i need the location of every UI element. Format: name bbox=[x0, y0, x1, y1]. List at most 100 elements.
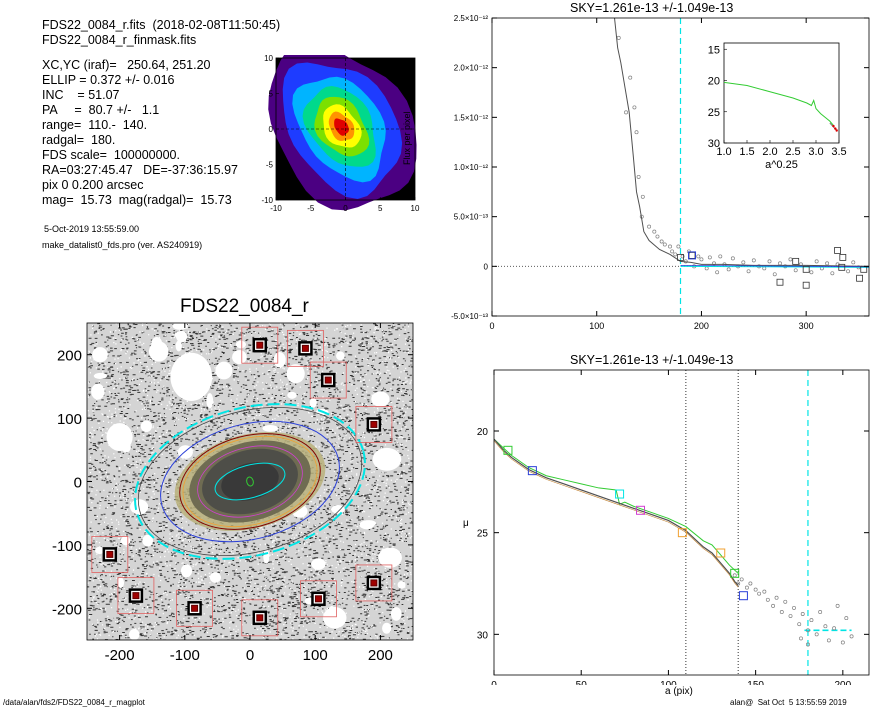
ellipse-magenta bbox=[197, 445, 303, 518]
contour-axes: -10 -5 0 5 10 10 5 0 -5 -10 bbox=[261, 55, 420, 213]
masked-region bbox=[372, 447, 402, 471]
mu-y-tick: 25 bbox=[477, 529, 489, 540]
image-x-tick: 200 bbox=[368, 647, 393, 664]
contour-y-tick: 0 bbox=[269, 125, 274, 134]
mu-xlabel: a (pix) bbox=[665, 686, 693, 697]
masked-region bbox=[215, 361, 233, 380]
masked-hole bbox=[120, 536, 131, 546]
flux-point bbox=[825, 261, 830, 266]
flux-axes: 2.5×10⁻¹² 2.0×10⁻¹² 1.5×10⁻¹² 1.0×10⁻¹² 5.0×… bbox=[451, 14, 870, 331]
mu-plot: 20 25 30 0 50 100 150 200 bbox=[477, 369, 870, 685]
ellipse-center-green bbox=[246, 476, 254, 487]
inset-y-tick: 25 bbox=[708, 107, 720, 119]
flux-title: SKY=1.261e-13 +/-1.049e-13 bbox=[570, 1, 734, 15]
mu-point bbox=[783, 599, 788, 604]
flux-y-tick: 2.5×10⁻¹² bbox=[454, 14, 489, 23]
masked-hole bbox=[311, 558, 326, 570]
mu-x-tick: 150 bbox=[747, 680, 764, 685]
star-mask-box bbox=[300, 580, 337, 618]
ellipse-outer-gray bbox=[137, 406, 363, 557]
masked-region bbox=[286, 364, 305, 384]
mu-box-marker bbox=[503, 445, 513, 455]
mu-point bbox=[788, 614, 793, 618]
mu-title: SKY=1.261e-13 +/-1.049e-13 bbox=[570, 353, 734, 367]
mu-x-tick: 0 bbox=[491, 680, 497, 685]
mu-point bbox=[849, 634, 854, 639]
flux-ylabel: Flux per pixel bbox=[402, 111, 412, 165]
star-mask-box bbox=[241, 599, 279, 637]
masked-hole bbox=[174, 331, 184, 339]
inset-red-point bbox=[834, 127, 837, 130]
star-mask-box bbox=[287, 329, 324, 367]
mu-point bbox=[732, 573, 737, 578]
contour-x-tick: 10 bbox=[411, 204, 420, 213]
contour-x-tick: -5 bbox=[307, 204, 315, 213]
flux-point bbox=[726, 267, 731, 272]
mu-point bbox=[818, 610, 823, 614]
flux-point bbox=[851, 260, 856, 265]
image-x-tick: -200 bbox=[105, 647, 135, 664]
flux-y-tick: 1.5×10⁻¹² bbox=[454, 113, 489, 122]
flux-box-marker bbox=[802, 265, 810, 273]
info-line-radec: RA=03:27:45.47 DE=-37:36:15.97 bbox=[42, 163, 238, 177]
ellipse-range bbox=[179, 433, 321, 530]
masked-hole bbox=[151, 337, 163, 351]
masked-hole bbox=[91, 383, 105, 400]
program-line: make_datalist0_fds.pro (ver. AS240919) bbox=[42, 240, 203, 250]
masked-hole bbox=[142, 534, 154, 547]
star-mask-box bbox=[355, 406, 393, 443]
contour-levels bbox=[268, 55, 417, 211]
mu-x-tick: 200 bbox=[834, 680, 851, 685]
star-mask-box bbox=[355, 564, 393, 602]
mu-y-tick: 30 bbox=[477, 630, 489, 641]
masked-hole bbox=[273, 352, 286, 368]
mu-box-marker bbox=[527, 466, 537, 476]
flux-point bbox=[846, 269, 851, 274]
mu-profile-line-orange bbox=[494, 440, 739, 588]
info-line-scale: FDS scale= 100000000. bbox=[42, 148, 180, 162]
flux-point bbox=[616, 35, 621, 40]
contour-y-tick: 10 bbox=[264, 55, 273, 63]
flux-point bbox=[809, 270, 814, 275]
inset-x-tick: 2.0 bbox=[762, 146, 777, 158]
mu-box-marker bbox=[730, 568, 740, 578]
flux-profile-line bbox=[614, 18, 869, 267]
image-y-tick: -200 bbox=[52, 601, 82, 618]
info-line-radgal: radgal= 180. bbox=[42, 133, 116, 147]
flux-box-marker bbox=[838, 263, 846, 271]
mu-point bbox=[779, 610, 784, 614]
flux-point bbox=[704, 266, 709, 271]
masked-hole bbox=[206, 393, 214, 409]
flux-point bbox=[652, 229, 657, 234]
flux-point bbox=[730, 256, 735, 261]
masked-hole bbox=[180, 564, 193, 578]
inset-y-tick: 30 bbox=[708, 138, 720, 150]
mu-point bbox=[844, 616, 849, 621]
flux-point bbox=[673, 252, 678, 257]
axis-frame bbox=[493, 369, 870, 676]
flux-y-tick: 2.0×10⁻¹² bbox=[454, 64, 489, 73]
info-line-file: FDS22_0084_r.fits (2018-02-08T11:50:45) bbox=[42, 18, 281, 32]
flux-point bbox=[628, 75, 633, 80]
masked-hole bbox=[175, 340, 182, 352]
mu-point bbox=[762, 589, 767, 594]
info-line-mag: mag= 15.73 mag(radgal)= 15.73 bbox=[42, 193, 232, 207]
star-mask-box bbox=[309, 361, 347, 399]
info-line-center: XC,YC (iraf)= 250.64, 251.20 bbox=[42, 58, 211, 72]
masked-hole bbox=[331, 505, 345, 514]
mu-point bbox=[757, 591, 762, 596]
flux-box-marker bbox=[860, 265, 868, 273]
mu-point bbox=[744, 585, 749, 590]
flux-point bbox=[772, 272, 777, 277]
flux-point bbox=[668, 244, 672, 249]
masked-hole bbox=[172, 323, 188, 330]
footer-user-date: alan@ Sat Oct 5 13:55:59 2019 bbox=[730, 698, 847, 707]
star-marker-inner bbox=[106, 550, 114, 558]
masked-hole bbox=[359, 520, 375, 530]
star-marker-inner bbox=[370, 579, 378, 587]
flux-point bbox=[712, 261, 716, 266]
flux-box-marker bbox=[677, 253, 684, 261]
mu-ylabel: μ bbox=[463, 518, 469, 529]
masked-region bbox=[92, 347, 108, 363]
mu-x-tick: 100 bbox=[660, 680, 677, 685]
